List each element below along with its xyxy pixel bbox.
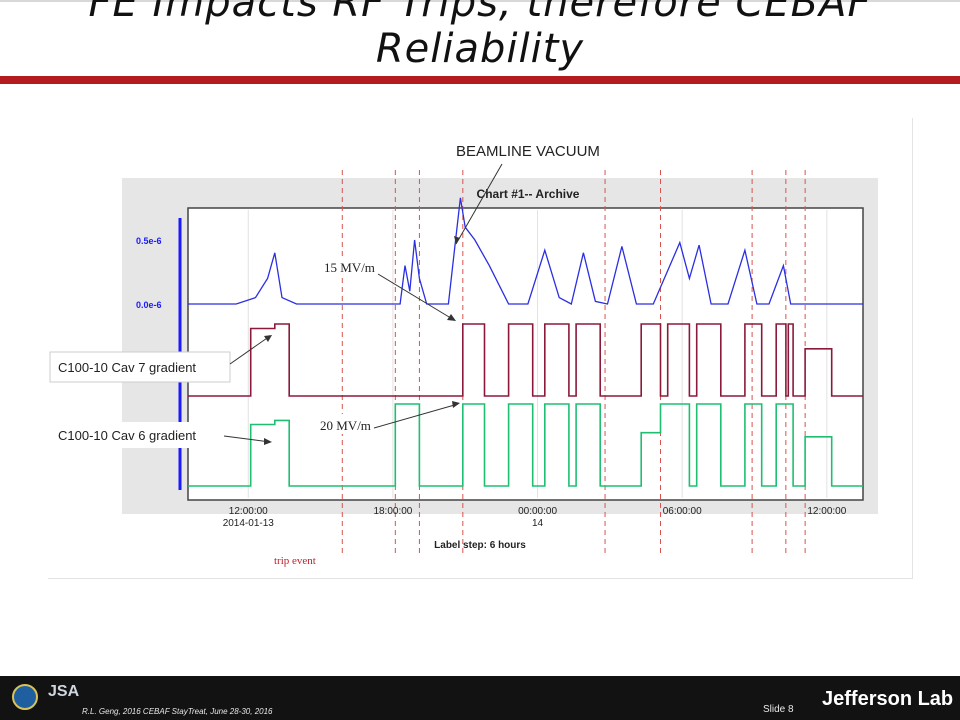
- arrow-head: [452, 401, 460, 408]
- y-tick-label: 0.0e-6: [136, 300, 162, 310]
- x-axis-label: Label step: 6 hours: [434, 540, 526, 551]
- slide-title: FE Impacts RF Trips, therefore CEBAF Rel…: [88, 0, 872, 72]
- mvm20-callout: [318, 414, 382, 434]
- mvm20-label: 20 MV/m: [320, 418, 371, 433]
- cav7-label: C100-10 Cav 7 gradient: [58, 360, 196, 375]
- arrow-head: [447, 314, 456, 321]
- series-line-1: [188, 323, 863, 397]
- doe-seal-icon: [12, 684, 38, 710]
- x-tick-label: 12:00:00: [229, 506, 268, 517]
- trip-event-label: trip event: [274, 555, 316, 567]
- cav7-callout: [49, 351, 231, 383]
- arrow-head: [264, 438, 272, 445]
- cav6-label: C100-10 Cav 6 gradient: [58, 428, 196, 443]
- x-tick-label: 00:00:00: [518, 506, 557, 517]
- footer-citation: R.L. Geng, 2016 CEBAF StayTreat, June 28…: [82, 707, 273, 716]
- x-tick-label: 18:00:00: [373, 506, 412, 517]
- beamline-vacuum-label: BEAMLINE VACUUM: [456, 143, 600, 160]
- series-line-2: [188, 403, 863, 487]
- archive-chart-figure: Chart #1-- Archive 0.5e-6 0.0e-6 12:00:0…: [48, 118, 913, 579]
- jefferson-lab-logo: Jefferson Lab: [822, 688, 954, 710]
- mvm15-callout: [322, 256, 386, 276]
- x-tick-label: 14: [532, 518, 544, 529]
- plot-area: [187, 207, 864, 501]
- cav6-callout: [50, 422, 224, 448]
- mvm15-label: 15 MV/m: [324, 260, 375, 275]
- jsa-logo: JSA: [48, 683, 80, 700]
- archive-chart: Chart #1-- Archive 0.5e-6 0.0e-6 12:00:0…: [49, 136, 878, 567]
- x-tick-label: 12:00:00: [807, 506, 846, 517]
- cav6-arrow: [223, 435, 271, 443]
- x-tick-label: 06:00:00: [663, 506, 702, 517]
- footer-bar: [0, 676, 960, 720]
- y-tick-label: 0.5e-6: [136, 236, 162, 246]
- title-bar: FE Impacts RF Trips, therefore CEBAF Rel…: [0, 0, 960, 82]
- series-line-0: [188, 197, 863, 305]
- beamline-vacuum-callout: [450, 136, 656, 162]
- mvm20-arrow: [373, 403, 459, 429]
- arrow-head: [264, 335, 272, 342]
- slide-number: Slide 8: [763, 704, 794, 715]
- series-group: [188, 197, 863, 487]
- cav7-arrow: [229, 335, 271, 365]
- gridlines: [247, 210, 828, 498]
- arrow-head: [454, 236, 460, 244]
- x-tick-label: 2014-01-13: [223, 518, 275, 529]
- beamline-vacuum-arrow: [455, 163, 503, 245]
- mvm15-arrow: [377, 273, 455, 321]
- chart-title: Chart #1-- Archive: [477, 187, 580, 201]
- title-rule: [0, 76, 960, 84]
